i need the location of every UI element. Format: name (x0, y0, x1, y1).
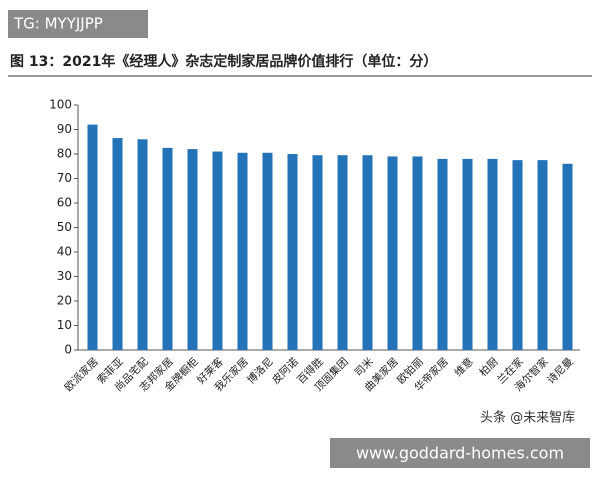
chart-title: 图 13：2021年《经理人》杂志定制家居品牌价值排行（单位：分） (10, 53, 437, 70)
watermark: www.goddard-homes.com (356, 444, 564, 463)
y-tick-label: 10 (57, 318, 72, 332)
bar (462, 158, 473, 350)
bar (212, 151, 223, 350)
y-tick-label: 60 (57, 196, 72, 210)
bar (162, 147, 173, 350)
y-tick-label: 70 (57, 171, 72, 185)
y-tick-label: 80 (57, 147, 72, 161)
bar (437, 158, 448, 350)
x-tick-label: 博洛尼 (244, 355, 275, 386)
y-tick-label: 30 (57, 269, 72, 283)
y-tick-label: 40 (57, 245, 72, 259)
bar (387, 156, 398, 350)
bar (537, 160, 548, 350)
watermark-box (330, 438, 590, 468)
source-watermark: 头条 @未来智库 (480, 410, 575, 426)
bar (87, 124, 98, 350)
x-tick-label: 诗尼曼 (544, 355, 576, 387)
y-tick-label: 50 (57, 220, 72, 234)
bar (512, 160, 523, 350)
bar (187, 149, 198, 350)
bar (137, 139, 148, 350)
watermark: TG: MYYJJPP (13, 15, 103, 33)
bar (112, 138, 123, 350)
bar (287, 154, 298, 350)
x-tick-label: 维意 (452, 355, 476, 379)
bar (487, 158, 498, 350)
x-tick-label: 欧派家居 (62, 355, 101, 394)
y-tick-label: 20 (57, 294, 72, 308)
bar (412, 156, 423, 350)
watermark-box (8, 10, 148, 38)
bar (262, 152, 273, 350)
x-tick-label: 皮阿诺 (269, 355, 301, 387)
bar (362, 155, 373, 350)
y-tick-label: 0 (64, 343, 72, 357)
y-tick-label: 100 (49, 98, 72, 112)
bar (562, 163, 573, 350)
y-tick-label: 90 (57, 122, 72, 136)
bar (337, 155, 348, 350)
bar (237, 152, 248, 350)
bar (312, 155, 323, 350)
